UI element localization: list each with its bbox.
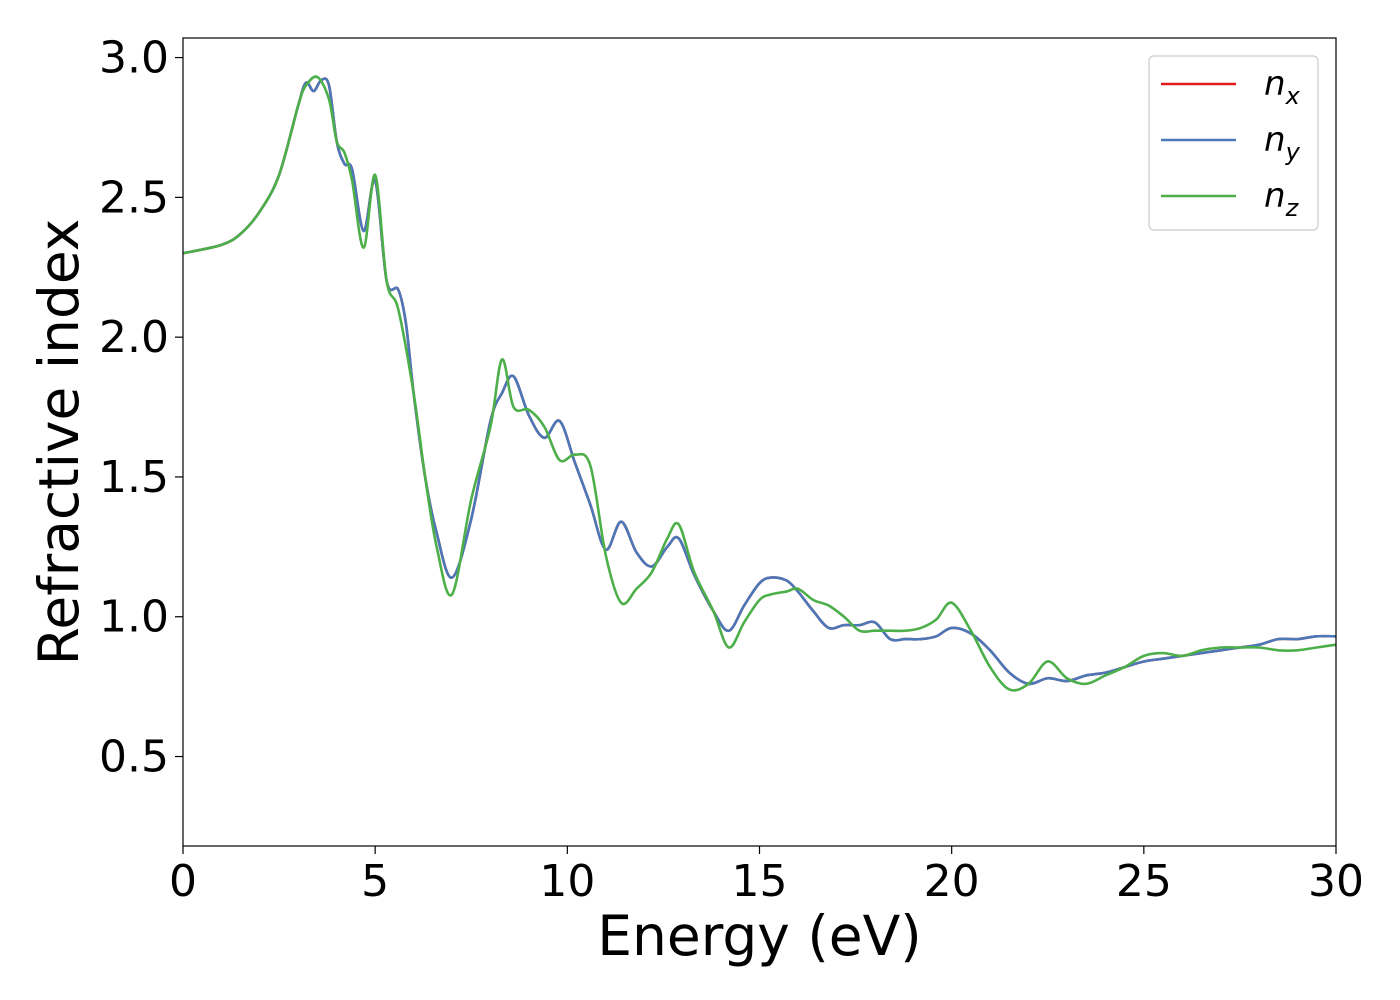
series-line-ny <box>183 77 1336 686</box>
legend-label-main: n <box>1264 120 1286 160</box>
legend-label-subscript: x <box>1285 82 1301 110</box>
x-tick-label: 10 <box>539 856 595 907</box>
y-tick-label: 1.5 <box>99 452 169 503</box>
x-tick-label: 25 <box>1116 856 1172 907</box>
legend-label-main: n <box>1264 176 1286 216</box>
x-axis-ticks: 0 5 10 15 20 25 30 <box>169 846 1364 907</box>
legend-label-subscript: z <box>1285 194 1300 222</box>
legend-label-subscript: y <box>1285 138 1301 166</box>
x-tick-label: 5 <box>361 856 389 907</box>
y-tick-label: 3.0 <box>99 33 169 84</box>
y-axis-ticks: 0.5 1.0 1.5 2.0 2.5 3.0 <box>99 33 183 783</box>
legend-box <box>1148 55 1319 231</box>
x-tick-label: 15 <box>732 856 788 907</box>
y-tick-label: 1.0 <box>99 592 169 643</box>
series-lines <box>183 75 1336 692</box>
legend-label-main: n <box>1264 64 1286 104</box>
legend-label-ny: ny <box>1264 120 1301 166</box>
legend-label-nx: nx <box>1264 64 1301 110</box>
y-axis-label: Refractive index <box>27 219 91 666</box>
series-line-nz <box>183 75 1336 692</box>
y-tick-label: 2.0 <box>99 312 169 363</box>
x-tick-label: 0 <box>169 856 197 907</box>
x-tick-label: 30 <box>1308 856 1364 907</box>
x-axis-label: Energy (eV) <box>597 904 921 968</box>
x-tick-label: 20 <box>924 856 980 907</box>
legend-label-nz: nz <box>1264 176 1300 222</box>
y-tick-label: 0.5 <box>99 732 169 783</box>
y-tick-label: 2.5 <box>99 172 169 223</box>
